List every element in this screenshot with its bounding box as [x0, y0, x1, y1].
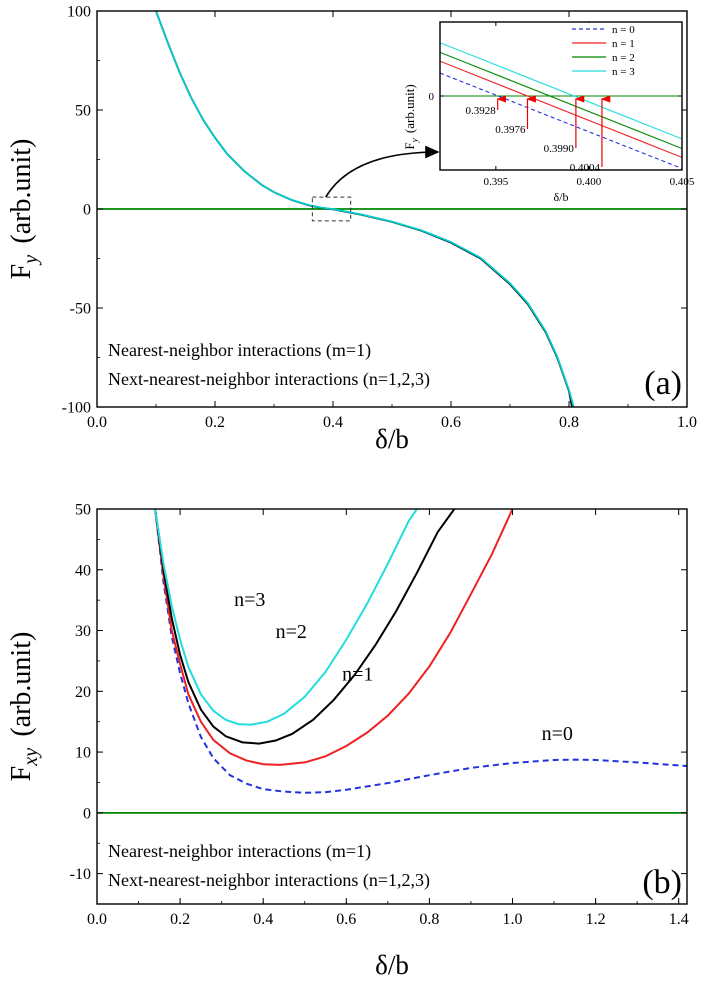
inset-y-axis-label-sub: y [410, 137, 420, 143]
inset-x-tick-label: 0.405 [670, 176, 695, 188]
inset-series-line-2 [440, 51, 682, 150]
panel-a-inset-chart: 0.395 0.400 0.405 0 δ/b Fy (arb.unit) n = 0 n = … [402, 21, 695, 204]
inset-series-line-1 [440, 60, 682, 158]
panel-b-series-line-1 [154, 509, 514, 766]
panel-a-x-tick-label: 0.2 [205, 414, 225, 431]
panel-b-curve-label-2: n=1 [342, 663, 373, 685]
panel-b-plot-frame [96, 508, 688, 905]
panel-a-y-axis-label-unit: (arb.unit) [6, 139, 37, 244]
panel-a-y-axis-label-sub: y [20, 255, 42, 266]
panel-b-y-tick-label: 0 [83, 805, 91, 822]
inset-arrow-label-0: 0.3928 [465, 105, 496, 117]
inset-legend-label-3: n = 3 [612, 66, 635, 78]
inset-x-axis-label: δ/b [554, 190, 569, 204]
panel-b-y-tick-label: 40 [75, 562, 91, 579]
panel-b-annotation-next-nearest: Next-nearest-neighbor interactions (n=1,… [108, 870, 430, 891]
panel-b-x-tick-label: 0.0 [87, 911, 107, 928]
panel-b-series-line-0 [154, 509, 687, 794]
panel-a-y-tick-label: -100 [62, 400, 91, 417]
panel-a-chart: 0.0 0.2 0.4 0.6 0.8 1.0 -100 -50 0 50 100 δ/b Fy (arb… [6, 4, 697, 454]
panel-a-annotation-next-nearest: Next-nearest-neighbor interactions (n=1,… [108, 369, 430, 390]
panel-b-y-axis-label-sub: xy [20, 748, 42, 767]
panel-b-curve-label-0: n=3 [234, 589, 265, 611]
panel-b-x-tick-label: 1.4 [669, 911, 689, 928]
inset-y-axis-label-unit: (arb.unit) [402, 84, 417, 133]
inset-legend-label-1: n = 1 [612, 38, 635, 50]
panel-b-x-tick-label: 0.2 [170, 911, 190, 928]
panel-b-label: (b) [642, 864, 682, 901]
panel-a-y-tick-label: 0 [83, 202, 91, 219]
panel-b-y-tick-label: 50 [75, 502, 91, 519]
inset-x-tick-label: 0.400 [577, 176, 602, 188]
panel-b-series-line-3 [154, 509, 418, 726]
panel-a-label: (a) [644, 365, 682, 402]
panel-b-x-tick-label: 1.0 [502, 911, 522, 928]
panel-b-x-tick-label: 0.6 [336, 911, 356, 928]
panel-b-x-tick-label: 0.8 [419, 911, 439, 928]
panel-a-y-tick-label: 100 [67, 4, 91, 21]
panel-a-x-tick-label: 0.6 [441, 414, 461, 431]
inset-arrow-label-1: 0.3976 [495, 124, 526, 136]
panel-a-y-axis-label-main: F [6, 264, 37, 280]
panel-b-annotation-nearest: Nearest-neighbor interactions (m=1) [108, 841, 371, 862]
panel-b-chart: 0.0 0.2 0.4 0.6 0.8 1.0 1.2 1.4 -10 0 10 20 30 40 50 δ/… [6, 502, 689, 980]
panel-b-series-line-2 [154, 509, 456, 745]
panel-a-x-axis-label: δ/b [375, 424, 409, 454]
panel-a-zoom-arrow [325, 145, 440, 198]
panel-b-y-tick-label: 10 [75, 745, 91, 762]
inset-series-line-0 [440, 72, 682, 170]
panel-a-series-line-1 [155, 11, 575, 407]
panel-b-x-axis-label: δ/b [375, 950, 409, 980]
panel-b-x-tick-label: 0.4 [253, 911, 273, 928]
inset-y-axis-label: Fy (arb.unit) [402, 84, 420, 149]
panel-a-annotation-nearest: Nearest-neighbor interactions (m=1) [108, 340, 371, 361]
inset-x-tick-label: 0.395 [483, 176, 508, 188]
inset-series-line-3 [440, 42, 682, 140]
panel-a-x-tick-label: 0.8 [559, 414, 579, 431]
panel-b-y-tick-label: 20 [75, 684, 91, 701]
panel-b-y-tick-label: 30 [75, 623, 91, 640]
panel-b-curve-label-1: n=2 [276, 621, 307, 643]
panel-a-zoom-box [311, 196, 352, 222]
panel-b-x-tick-label: 1.2 [586, 911, 606, 928]
inset-y-tick-label: 0 [429, 91, 435, 103]
panel-a-x-tick-label: 0.0 [87, 414, 107, 431]
panel-b-y-tick-label: -10 [70, 866, 91, 883]
panel-a-y-tick-label: -50 [70, 301, 91, 318]
panel-b-y-axis-label-main: F [6, 766, 37, 782]
panel-a-x-tick-label: 1.0 [677, 414, 697, 431]
panel-a-y-axis-label: Fy (arb.unit) [6, 139, 42, 280]
inset-arrow-label-3: 0.4004 [570, 162, 601, 174]
inset-y-axis-label-main: F [402, 142, 417, 149]
inset-arrow-label-2: 0.3990 [544, 143, 575, 155]
panel-b-curve-label-3: n=0 [542, 723, 573, 745]
inset-legend-label-2: n = 2 [612, 52, 635, 64]
inset-legend-label-0: n = 0 [612, 24, 635, 36]
panel-a-y-tick-label: 50 [75, 103, 91, 120]
panel-b-y-axis-label-unit: (arb.unit) [6, 632, 37, 737]
panel-b-y-axis-label: Fxy (arb.unit) [6, 632, 42, 782]
panel-a-x-tick-label: 0.4 [323, 414, 343, 431]
